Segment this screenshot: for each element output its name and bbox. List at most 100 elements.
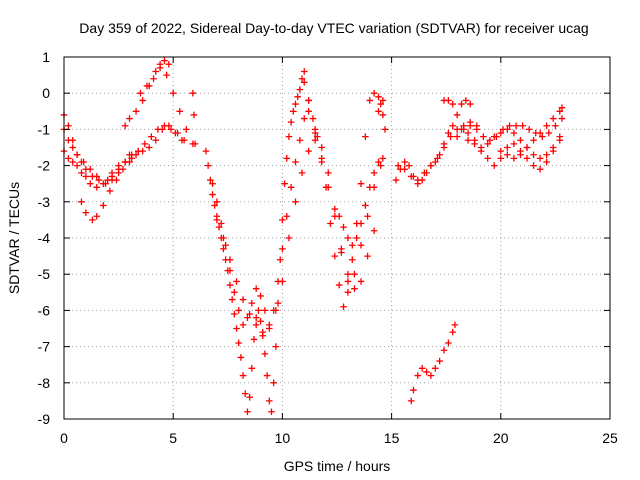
data-point — [137, 89, 144, 97]
data-point — [211, 202, 218, 209]
data-point — [296, 86, 304, 93]
data-point — [471, 140, 478, 148]
data-point — [506, 122, 513, 130]
data-point — [458, 100, 465, 108]
data-point — [477, 144, 485, 151]
data-point — [226, 281, 234, 289]
data-point — [174, 129, 181, 137]
data-points — [60, 57, 566, 416]
data-point — [104, 176, 111, 184]
data-point — [552, 122, 559, 130]
data-point — [202, 147, 210, 155]
data-point — [65, 122, 72, 130]
data-point — [300, 79, 308, 86]
data-point — [484, 140, 491, 148]
data-point — [377, 100, 384, 108]
data-point — [523, 155, 531, 162]
data-point — [161, 57, 168, 64]
x-tick-label: 0 — [60, 430, 68, 446]
data-point — [252, 285, 260, 292]
data-point — [379, 97, 387, 104]
data-point — [213, 216, 221, 224]
data-point — [279, 216, 286, 224]
data-point — [311, 126, 319, 133]
data-point — [466, 122, 474, 130]
data-point — [364, 252, 371, 260]
x-tick-label: 5 — [169, 430, 177, 446]
data-point — [281, 180, 288, 187]
series-6 — [137, 64, 197, 148]
data-point — [244, 314, 251, 321]
x-tick-label: 15 — [384, 430, 400, 446]
data-point — [473, 126, 481, 133]
data-point — [318, 158, 326, 166]
data-point — [156, 64, 164, 72]
data-point — [418, 365, 426, 372]
data-point — [436, 151, 443, 159]
data-point — [82, 173, 90, 180]
data-point — [239, 321, 247, 329]
data-point — [327, 220, 334, 227]
data-point — [497, 147, 505, 155]
data-point — [357, 180, 365, 187]
data-point — [298, 75, 306, 83]
data-point — [235, 339, 243, 347]
data-point — [480, 133, 487, 140]
data-point — [119, 165, 127, 173]
series-16 — [392, 97, 474, 187]
data-point — [272, 343, 280, 350]
data-point — [239, 372, 247, 379]
data-point — [434, 155, 441, 162]
data-point — [241, 390, 249, 397]
data-point — [163, 71, 170, 79]
series-7 — [189, 89, 199, 148]
data-point — [204, 162, 212, 169]
data-point — [379, 155, 387, 162]
data-point — [239, 296, 247, 303]
data-point — [176, 108, 184, 115]
data-point — [351, 285, 358, 292]
data-point — [134, 147, 142, 155]
data-point — [449, 328, 457, 336]
data-point — [115, 162, 122, 169]
data-point — [261, 350, 269, 358]
data-point — [536, 155, 544, 162]
data-point — [222, 241, 229, 249]
data-point — [407, 173, 415, 180]
y-tick-label: -7 — [38, 339, 51, 355]
data-point — [490, 133, 498, 140]
data-point — [558, 115, 566, 122]
data-point — [292, 100, 299, 108]
data-point — [314, 133, 321, 140]
data-point — [237, 354, 245, 361]
data-point — [189, 89, 197, 97]
data-point — [543, 158, 550, 166]
data-point — [150, 75, 157, 83]
data-point — [93, 212, 101, 220]
data-point — [265, 325, 273, 332]
data-point — [154, 126, 162, 133]
data-point — [292, 158, 299, 166]
data-point — [364, 212, 371, 220]
data-point — [274, 299, 282, 307]
series-13 — [311, 136, 378, 292]
data-point — [255, 307, 262, 314]
data-point — [523, 144, 531, 151]
data-point — [259, 328, 267, 336]
data-point — [335, 281, 343, 289]
data-point — [510, 140, 518, 148]
data-point — [504, 126, 511, 133]
data-point — [331, 205, 339, 213]
data-point — [268, 408, 275, 416]
data-point — [431, 365, 439, 372]
series-10 — [213, 129, 319, 336]
data-point — [401, 165, 409, 173]
data-point — [370, 89, 378, 97]
series-9 — [209, 97, 312, 329]
series-15 — [375, 100, 389, 133]
data-point — [261, 307, 269, 314]
data-point — [445, 129, 452, 137]
data-point — [165, 60, 173, 68]
y-tick-label: -5 — [38, 266, 51, 282]
data-point — [340, 223, 347, 231]
